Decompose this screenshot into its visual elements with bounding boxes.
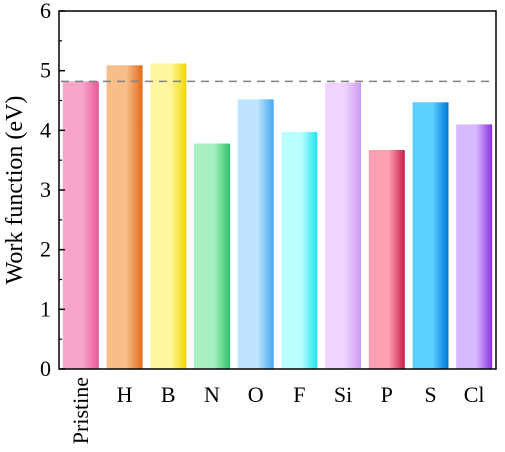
bar-si <box>325 82 362 369</box>
bar-pristine <box>62 81 99 370</box>
y-tick-label: 1 <box>40 296 51 321</box>
bar-p <box>368 150 405 369</box>
x-tick-label: F <box>293 382 305 407</box>
x-tick-label: B <box>161 382 176 407</box>
x-tick-label: Cl <box>464 382 485 407</box>
y-tick-label: 3 <box>40 177 51 202</box>
x-tick-label: O <box>248 382 264 407</box>
x-tick-label: S <box>424 382 436 407</box>
y-tick-label: 6 <box>40 0 51 23</box>
x-tick-label: H <box>117 382 133 407</box>
x-axis: Pristine H B N O F Si P S Cl <box>68 377 485 444</box>
x-tick-label: N <box>204 382 220 407</box>
y-tick-label: 5 <box>40 58 51 83</box>
bar-f <box>281 132 318 369</box>
y-axis: 0 1 2 3 4 5 6 <box>40 0 65 381</box>
bars-group <box>62 63 493 370</box>
bar-cl <box>456 124 493 370</box>
x-tick-label: P <box>381 382 393 407</box>
bar-s <box>412 102 449 370</box>
bar-b <box>150 63 187 369</box>
x-tick-label: Si <box>334 382 352 407</box>
y-axis-title: Work function (eV) <box>2 96 28 285</box>
y-tick-label: 2 <box>40 237 51 262</box>
bar-h <box>106 65 143 370</box>
y-tick-label: 4 <box>40 117 51 142</box>
bar-n <box>194 143 230 369</box>
y-tick-label: 0 <box>40 356 51 381</box>
bar-o <box>237 99 274 370</box>
x-tick-label: Pristine <box>68 377 93 444</box>
